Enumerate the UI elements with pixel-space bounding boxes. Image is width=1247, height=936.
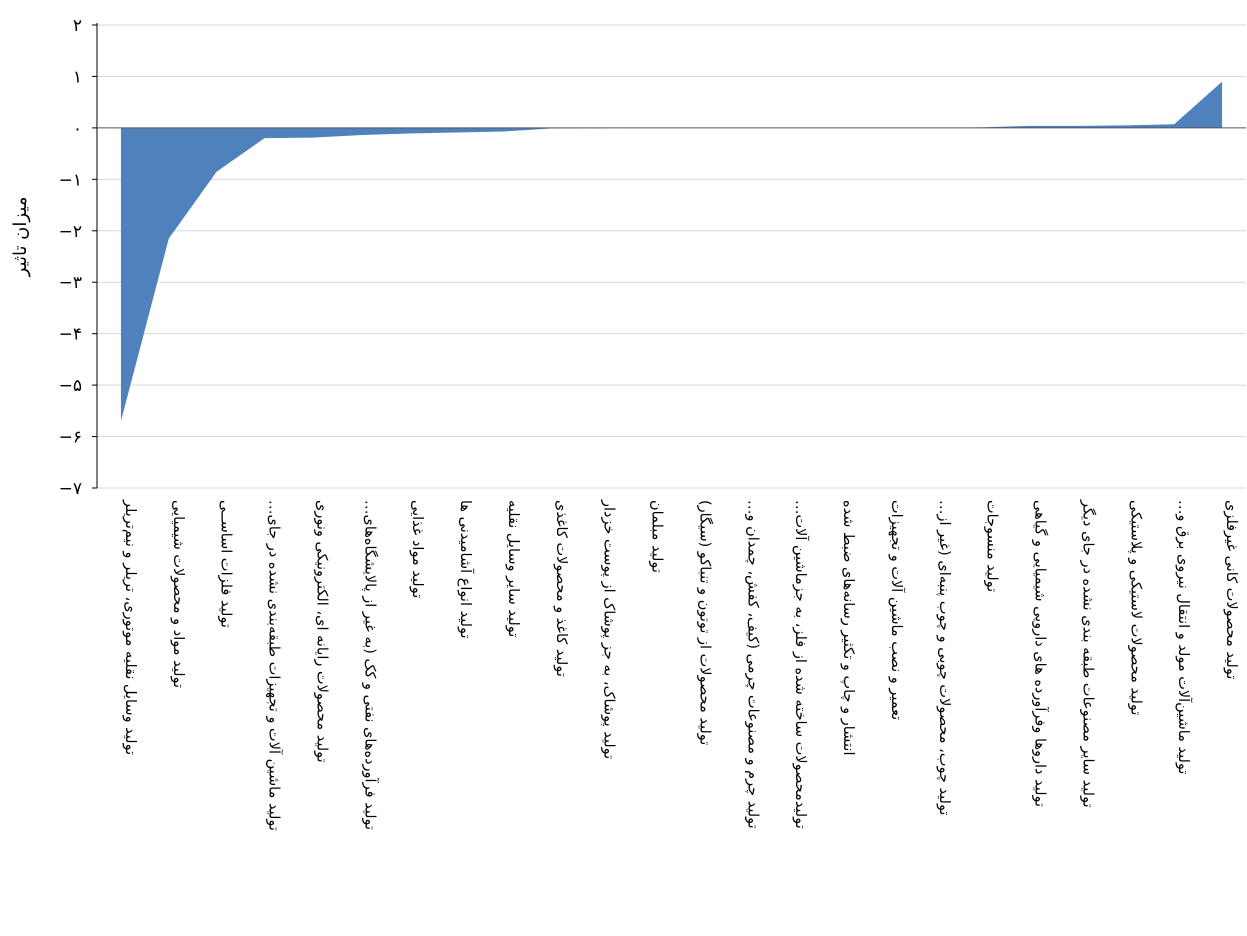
x-category-label: تولید سایر وسایل نقلیه — [505, 500, 521, 637]
y-tick-label: ۲ — [73, 16, 82, 36]
x-category-label: تولید فرآورده‌های نفتی و کک (به غیر از پ… — [361, 500, 379, 830]
area-series — [120, 81, 1223, 422]
x-category-label: تولید محصولات از توتون و تنباکو (سیگار) — [696, 500, 713, 745]
x-category-label: تولید وسایل نقلیه موتوری، تریلر و نیم‌تر… — [122, 499, 138, 755]
x-category-label: تولیدمحصولات ساخته شده از فلز، به جزماشی… — [792, 500, 810, 829]
y-tick-label: −۲ — [59, 222, 82, 242]
x-category-label: تولید سایر مصنوعات طبقه بندی نشده در جای… — [1079, 499, 1096, 808]
x-category-label: تولید مواد و محصولات شیمیایی — [170, 500, 186, 688]
y-tick-label: ۰ — [73, 119, 82, 139]
y-tick-label: −۱ — [59, 170, 82, 190]
x-category-label: تولید ماشین آلات و تجهیزات طبقه‌بندی نشد… — [266, 500, 284, 831]
x-category-label: تولید منسوجات — [984, 500, 1000, 592]
axes — [92, 23, 1246, 489]
y-tick-label: ۱ — [73, 67, 82, 87]
x-tick-labels: تولید وسایل نقلیه موتوری، تریلر و نیم‌تر… — [122, 499, 1239, 831]
x-category-label: تولید مبلمان — [649, 500, 665, 573]
x-category-label: تولید پوشاک، به جز پوشاک از پوست خزدار — [601, 499, 617, 759]
y-tick-label: −۵ — [59, 376, 82, 396]
area-series-fill — [120, 81, 1223, 422]
gridlines — [97, 24, 1246, 489]
x-category-label: تولید محصولات لاستیکی و پلاستیکی — [1127, 500, 1143, 715]
x-category-label: تولید فلزات اساســی — [218, 500, 234, 628]
y-tick-label: −۶ — [59, 428, 82, 448]
x-category-label: انتشار و چاپ و تکثیر رسانه‌های ضبط شده — [840, 500, 856, 756]
x-category-label: تولید کاغذ و محصولات کاغذی — [553, 500, 569, 677]
x-category-label: تولید داروها وفرآورده های دارویی شیمیایی… — [1032, 500, 1050, 807]
x-category-label: تولید محصولات کانی غیرفلزی — [1223, 500, 1239, 679]
x-category-label: تولید انواع آشامیدنی ها — [457, 500, 475, 639]
y-tick-label: −۳ — [59, 273, 82, 293]
x-category-label: تولید چوب، محصولات چوبی و چوب پنبه‌ای (غ… — [936, 500, 952, 815]
x-category-label: تولید ماشین‌آلات مولد و انتقال نیروی برق… — [1175, 500, 1193, 774]
x-category-label: تعمیر و نصب ماشین آلات و تجهیزات — [888, 500, 906, 720]
y-tick-label: −۴ — [59, 325, 82, 345]
y-tick-labels: ۲ ۱ ۰ −۱ −۲ −۳ −۴ −۵ −۶ −۷ — [59, 16, 82, 499]
x-category-label: تولید مواد غذایی — [409, 500, 425, 598]
y-axis-title: میزان تاثیر — [10, 197, 31, 278]
x-category-label: تولید چرم و مصنوعات چرمی (کیف، کفش، چمدا… — [744, 500, 760, 829]
x-category-label: تولید محصولات رایانه ای، الکترونیکی ونور… — [313, 500, 329, 763]
y-tick-label: −۷ — [59, 479, 82, 499]
